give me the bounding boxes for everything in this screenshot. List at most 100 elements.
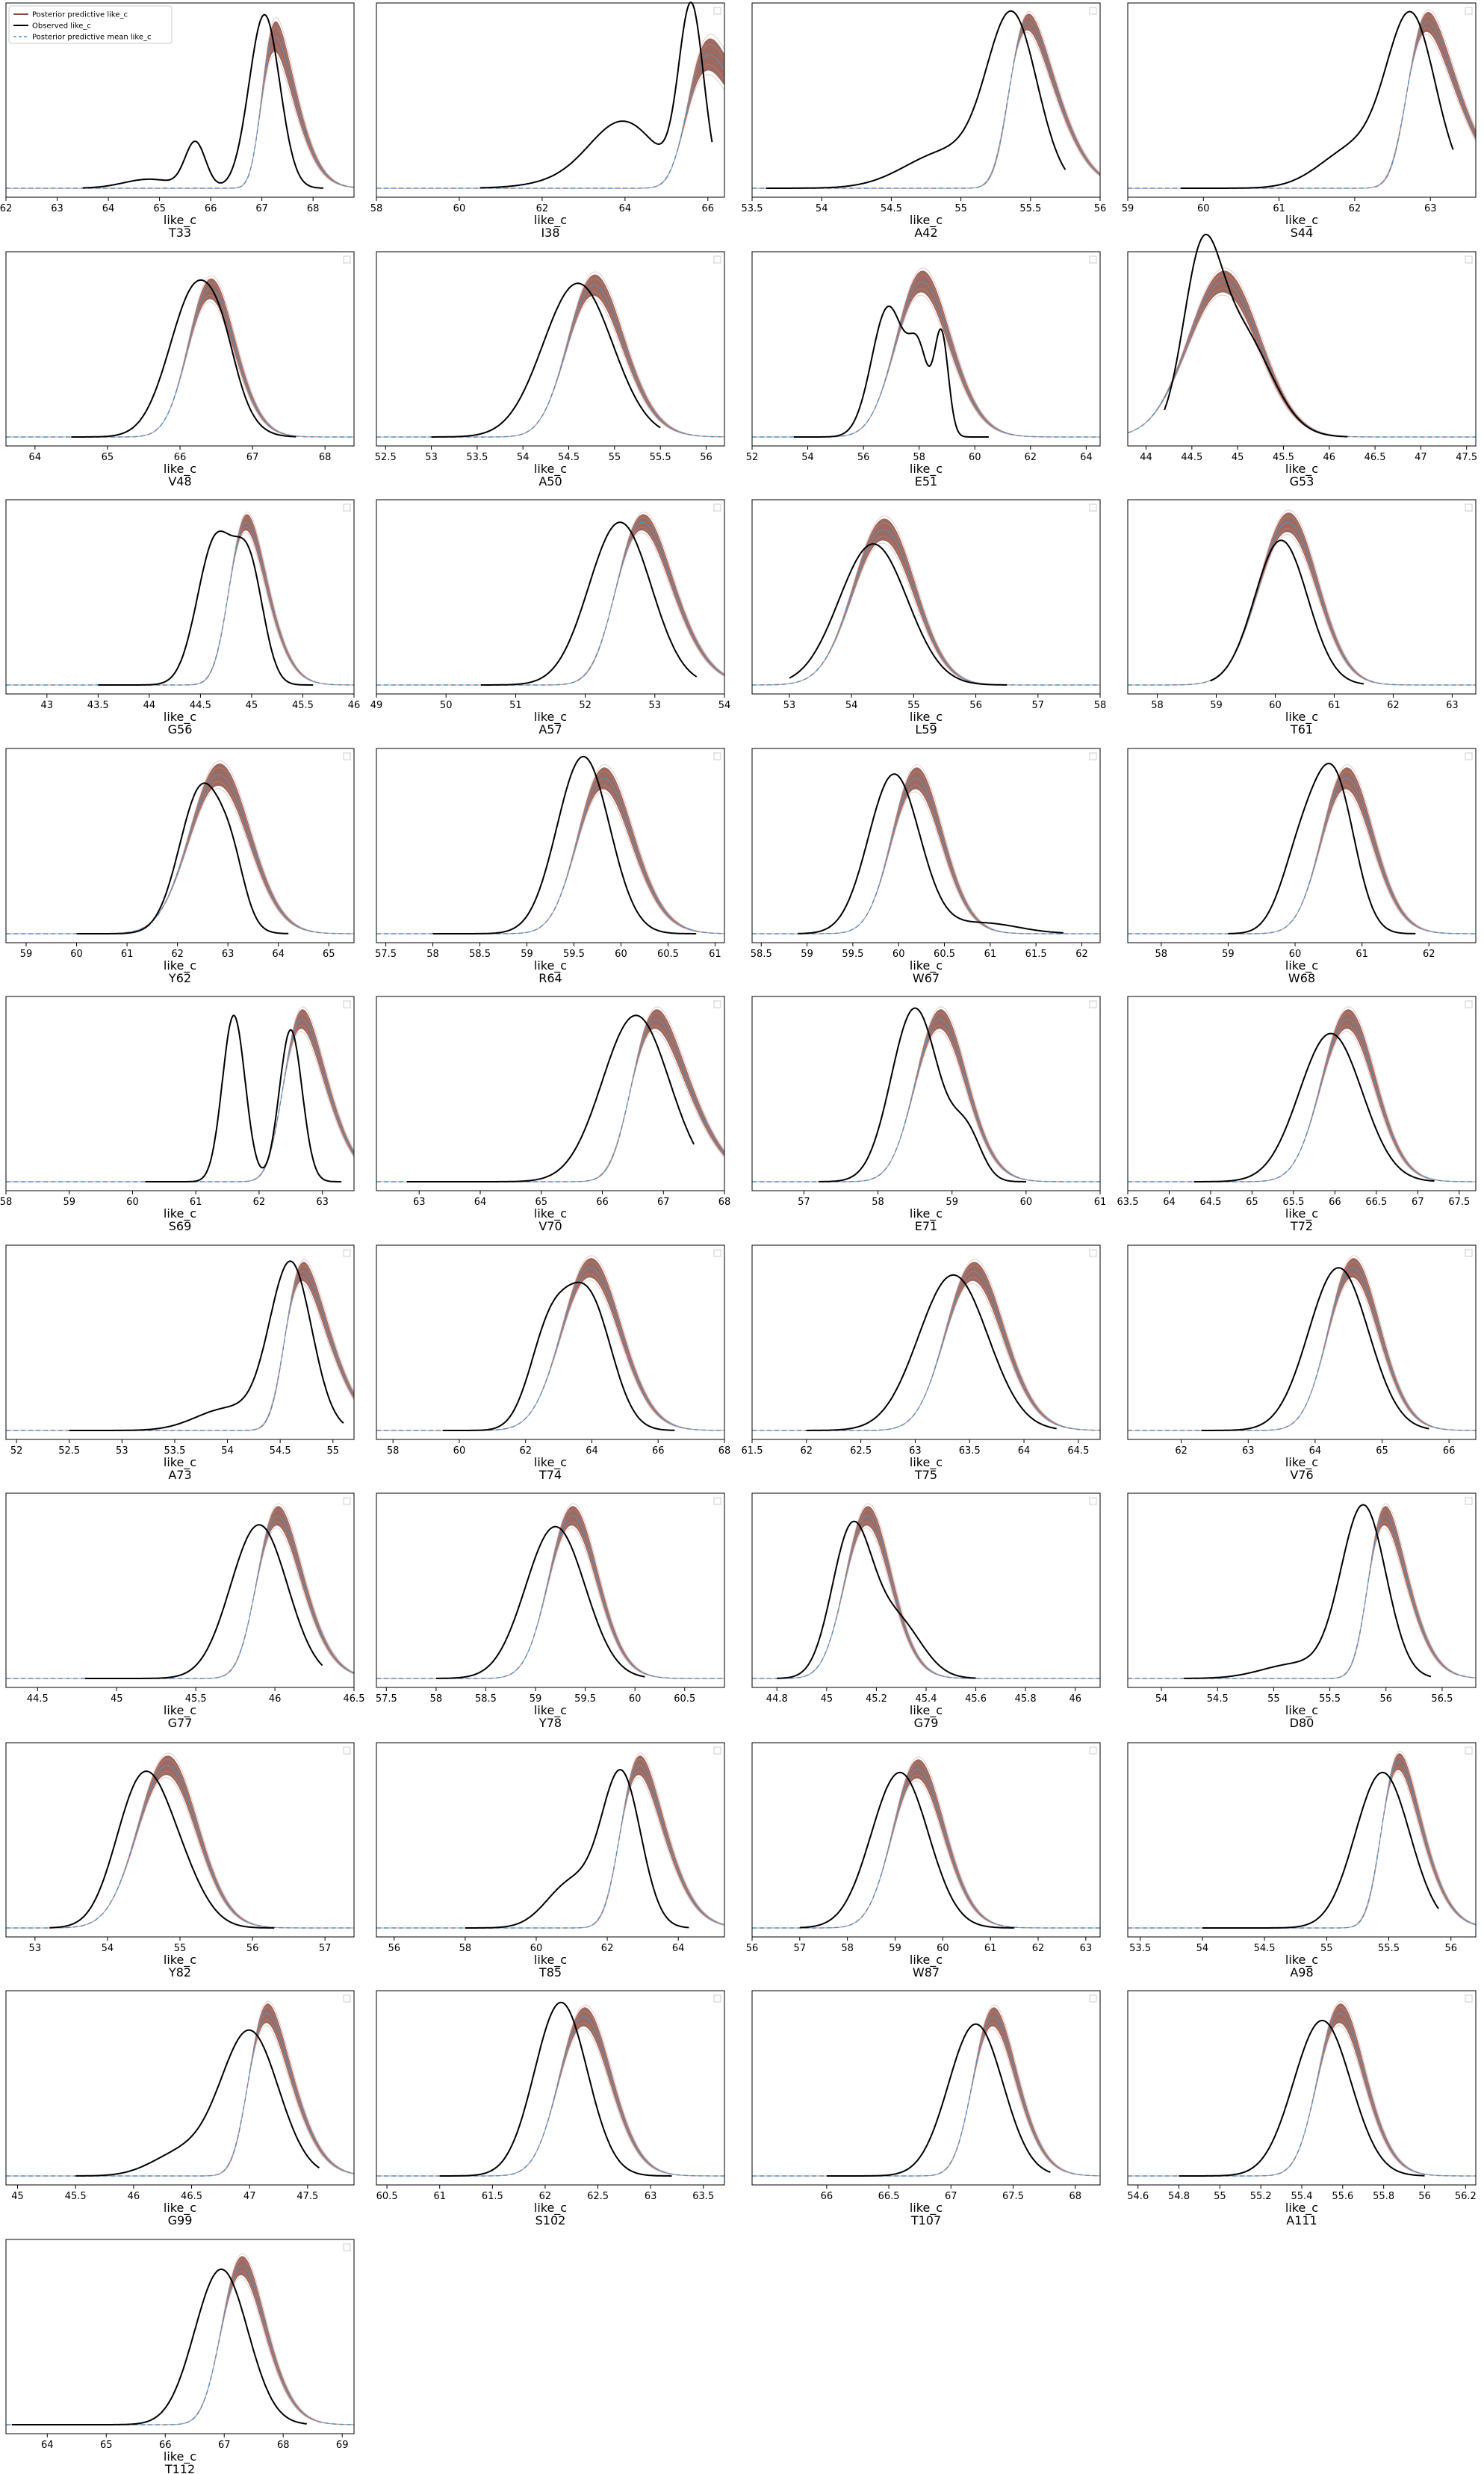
posterior-predictive-sample [752,2022,1100,2177]
x-tick-label: 66 [652,1445,665,1457]
subplot-title: V76 [1290,1468,1313,1482]
posterior-predictive-band [752,767,1100,934]
posterior-predictive-sample [376,1521,724,1679]
posterior-predictive-sample [752,1271,1100,1431]
x-tick-label: 52.5 [375,452,397,463]
posterior-predictive-sample [752,1756,1100,1929]
posterior-predictive-sample [6,1515,355,1679]
posterior-predictive-sample [6,282,354,438]
posterior-predictive-sample [376,1528,724,1679]
x-tick-label: 55 [1214,2191,1226,2202]
subplot-title: Y78 [538,1716,562,1730]
x-tick-label: 65 [323,949,335,960]
x-tick-label: 59 [1122,203,1134,214]
posterior-predictive-band [6,763,354,934]
observed-line [71,279,297,438]
axes-frame [376,1742,725,1938]
subplot-title: A98 [1290,1965,1313,1979]
axes-frame [751,1742,1101,1938]
legend-box [1465,1497,1473,1505]
x-tick-label: 55 [1267,1693,1280,1705]
x-tick-label: 55.8 [1373,2191,1394,2202]
posterior-predictive-mean-line [376,2016,724,2177]
x-tick-label: 64 [474,1197,487,1208]
posterior-predictive-sample [1128,2018,1476,2177]
x-tick-label: 52 [10,1445,23,1457]
x-tick-label: 45 [246,700,258,711]
posterior-predictive-sample [376,1267,724,1431]
x-tick-label: 55 [174,1943,187,1954]
posterior-predictive-sample [6,301,354,438]
x-tick-label: 60 [453,1445,466,1457]
posterior-predictive-sample [1128,533,1476,686]
posterior-predictive-sample [752,294,1100,438]
legend-box [343,1746,351,1755]
axes-frame [1127,996,1477,1191]
x-tick-label: 46 [1323,452,1336,463]
x-tick-label: 46 [348,700,361,711]
observed-line [1193,1032,1435,1182]
subplot-title: L59 [915,722,937,737]
posterior-predictive-sample [1128,21,1477,189]
posterior-predictive-mean-line [752,1515,1100,1679]
posterior-predictive-sample [376,521,725,686]
x-tick-label: 60 [615,949,627,960]
x-tick-label: 60 [969,452,981,463]
observed-line [82,13,323,189]
x-tick-label: 56.5 [1431,1693,1453,1705]
axes-frame [5,251,355,447]
posterior-predictive-sample [376,1764,725,1929]
x-tick-label: 69 [336,2440,349,2451]
x-tick-label: 47.5 [297,2191,318,2202]
x-tick-label: 59 [889,1943,901,1954]
x-tick-label: 53 [29,1943,42,1954]
x-tick-label: 60 [937,1943,949,1954]
x-tick-label: 62 [1075,949,1088,960]
x-tick-label: 60 [126,1197,139,1208]
posterior-predictive-sample [1128,34,1477,189]
posterior-predictive-mean-line [376,284,725,438]
x-tick-label: 45.5 [1273,452,1294,463]
posterior-predictive-band [752,1262,1100,1430]
posterior-predictive-sample [1127,274,1476,438]
x-axis-label: like_c [534,1953,567,1968]
x-tick-label: 60.5 [657,949,679,960]
x-tick-label: 43 [41,700,54,711]
posterior-predictive-sample [752,21,1101,189]
legend-box [343,1497,351,1505]
x-axis-label: like_c [1285,958,1318,973]
posterior-predictive-sample [752,1283,1100,1431]
x-tick-label: 54 [1155,1693,1168,1705]
posterior-predictive-sample [376,278,725,438]
x-tick-label: 58 [1094,700,1107,711]
x-tick-label: 60 [1269,700,1282,711]
x-tick-label: 51 [509,700,522,711]
x-tick-label: 62 [539,2191,552,2202]
posterior-predictive-sample [1128,1267,1476,1431]
x-tick-label: 58.5 [469,949,491,960]
x-tick-label: 56 [388,1943,401,1954]
posterior-predictive-band [1128,1506,1476,1678]
axes-frame [376,1492,725,1688]
posterior-predictive-band [1128,1258,1476,1430]
posterior-predictive-mean-line [6,36,355,189]
legend-box [713,1746,721,1755]
posterior-predictive-sample [752,1762,1100,1929]
posterior-predictive-mean-line [6,2012,355,2177]
x-tick-label: 52 [579,700,592,711]
legend-box [713,752,721,760]
x-tick-label: 66 [205,203,217,214]
subplot-title: G79 [914,1716,939,1730]
observed-line [799,1771,1015,1929]
observed-line [798,773,1064,934]
x-axis-label: like_c [534,1703,567,1718]
posterior-predictive-sample [6,1271,355,1431]
x-tick-label: 66 [174,452,187,463]
posterior-predictive-sample [1128,1255,1476,1431]
